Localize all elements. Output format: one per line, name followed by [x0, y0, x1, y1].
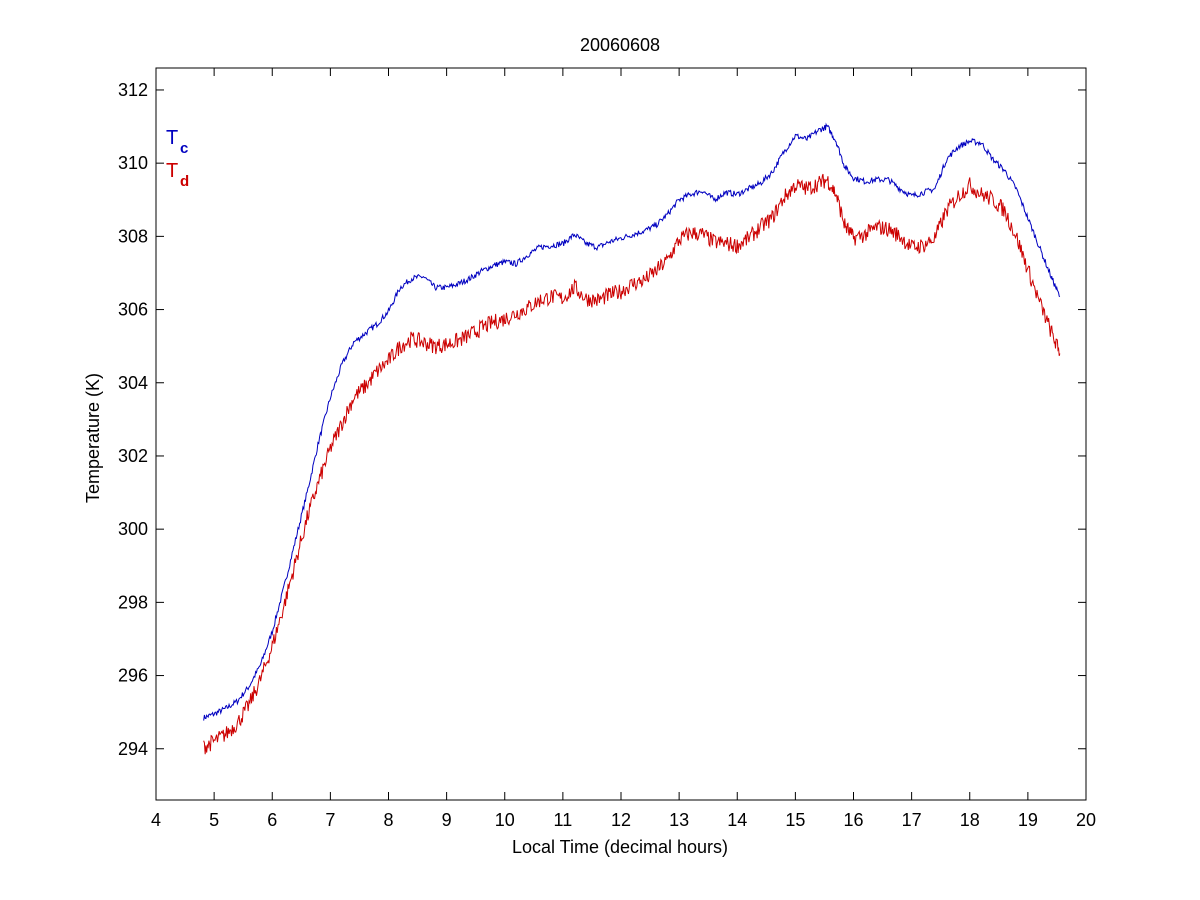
x-tick-label: 17: [902, 810, 922, 830]
y-axis-label: Temperature (K): [83, 373, 103, 503]
y-tick-label: 294: [118, 739, 148, 759]
legend-subscript: c: [180, 140, 188, 157]
x-tick-label: 11: [554, 810, 573, 830]
x-tick-label: 19: [1018, 810, 1038, 830]
y-tick-label: 304: [118, 373, 148, 393]
plot-area: 4 5 6 7 8 9 10 11 12 13 14 15 16 17 18 19 20 294 296 298 30…: [118, 67, 1096, 830]
y-tick-label: 302: [118, 446, 148, 466]
x-tick-label: 20: [1076, 810, 1096, 830]
x-tick-label: 7: [325, 810, 335, 830]
x-tick-label: 4: [151, 810, 161, 830]
y-tick-label: 298: [118, 592, 148, 612]
x-axis-label: Local Time (decimal hours): [512, 837, 728, 857]
legend-label: T: [166, 160, 178, 182]
series-layer: [203, 122, 1061, 755]
x-tick-label: 16: [843, 810, 863, 830]
y-tick-label: 310: [118, 153, 148, 173]
x-tick-label: 5: [209, 810, 219, 830]
x-tick-label: 18: [960, 810, 980, 830]
x-tick-label: 15: [785, 810, 805, 830]
x-tick-label: 14: [727, 810, 747, 830]
legend-label: T: [166, 127, 178, 149]
y-tick-label: 308: [118, 226, 148, 246]
series-line-td: [203, 173, 1061, 755]
x-tick-label: 12: [611, 810, 631, 830]
x-tick-label: 9: [442, 810, 452, 830]
chart-title: 20060608: [580, 35, 660, 55]
x-axis-ticks: 4 5 6 7 8 9 10 11 12 13 14 15 16 17 18 19 20: [151, 68, 1096, 830]
y-tick-label: 300: [118, 519, 148, 539]
y-axis-ticks: 294 296 298 300 302 304 306 308 310 312: [118, 80, 1086, 759]
x-tick-label: 8: [383, 810, 393, 830]
x-tick-label: 13: [669, 810, 689, 830]
y-tick-label: 306: [118, 300, 148, 320]
legend-subscript: d: [180, 173, 189, 190]
x-tick-label: 10: [495, 810, 515, 830]
x-tick-label: 6: [267, 810, 277, 830]
y-tick-label: 312: [118, 80, 148, 100]
series-line-tc: [203, 122, 1061, 721]
y-tick-label: 296: [118, 666, 148, 686]
